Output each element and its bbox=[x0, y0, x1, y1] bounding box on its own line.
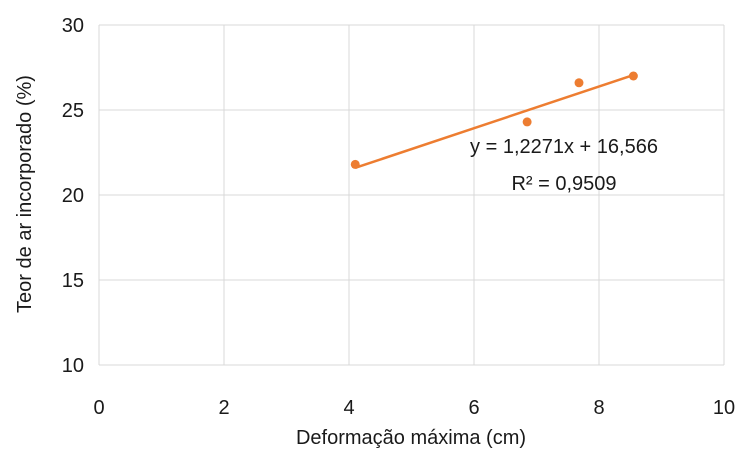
x-tick-label: 6 bbox=[468, 397, 479, 419]
x-tick-label: 10 bbox=[713, 397, 735, 419]
data-point bbox=[350, 159, 360, 169]
data-point bbox=[628, 71, 638, 81]
data-point bbox=[574, 78, 584, 88]
trendline bbox=[354, 73, 634, 170]
x-axis-ticks: 0 2 4 6 8 10 bbox=[93, 397, 735, 419]
y-axis-title: Teor de ar incorporado (%) bbox=[14, 75, 36, 313]
x-tick-label: 0 bbox=[93, 397, 104, 419]
y-tick-label: 30 bbox=[62, 15, 84, 37]
data-points bbox=[350, 71, 638, 169]
y-tick-label: 10 bbox=[62, 355, 84, 377]
grid-lines bbox=[98, 24, 725, 366]
trendline-r-squared: R² = 0,9509 bbox=[511, 173, 616, 195]
y-tick-label: 15 bbox=[62, 270, 84, 292]
x-tick-label: 8 bbox=[593, 397, 604, 419]
y-tick-label: 25 bbox=[62, 100, 84, 122]
trendline-equation: y = 1,2271x + 16,566 bbox=[470, 136, 658, 158]
x-axis-title: Deformação máxima (cm) bbox=[296, 427, 526, 449]
trendline-layer bbox=[354, 73, 634, 170]
x-tick-label: 4 bbox=[343, 397, 354, 419]
y-axis-ticks: 10 15 20 25 30 bbox=[62, 15, 84, 377]
data-point bbox=[522, 117, 532, 127]
x-tick-label: 2 bbox=[218, 397, 229, 419]
y-tick-label: 20 bbox=[62, 185, 84, 207]
